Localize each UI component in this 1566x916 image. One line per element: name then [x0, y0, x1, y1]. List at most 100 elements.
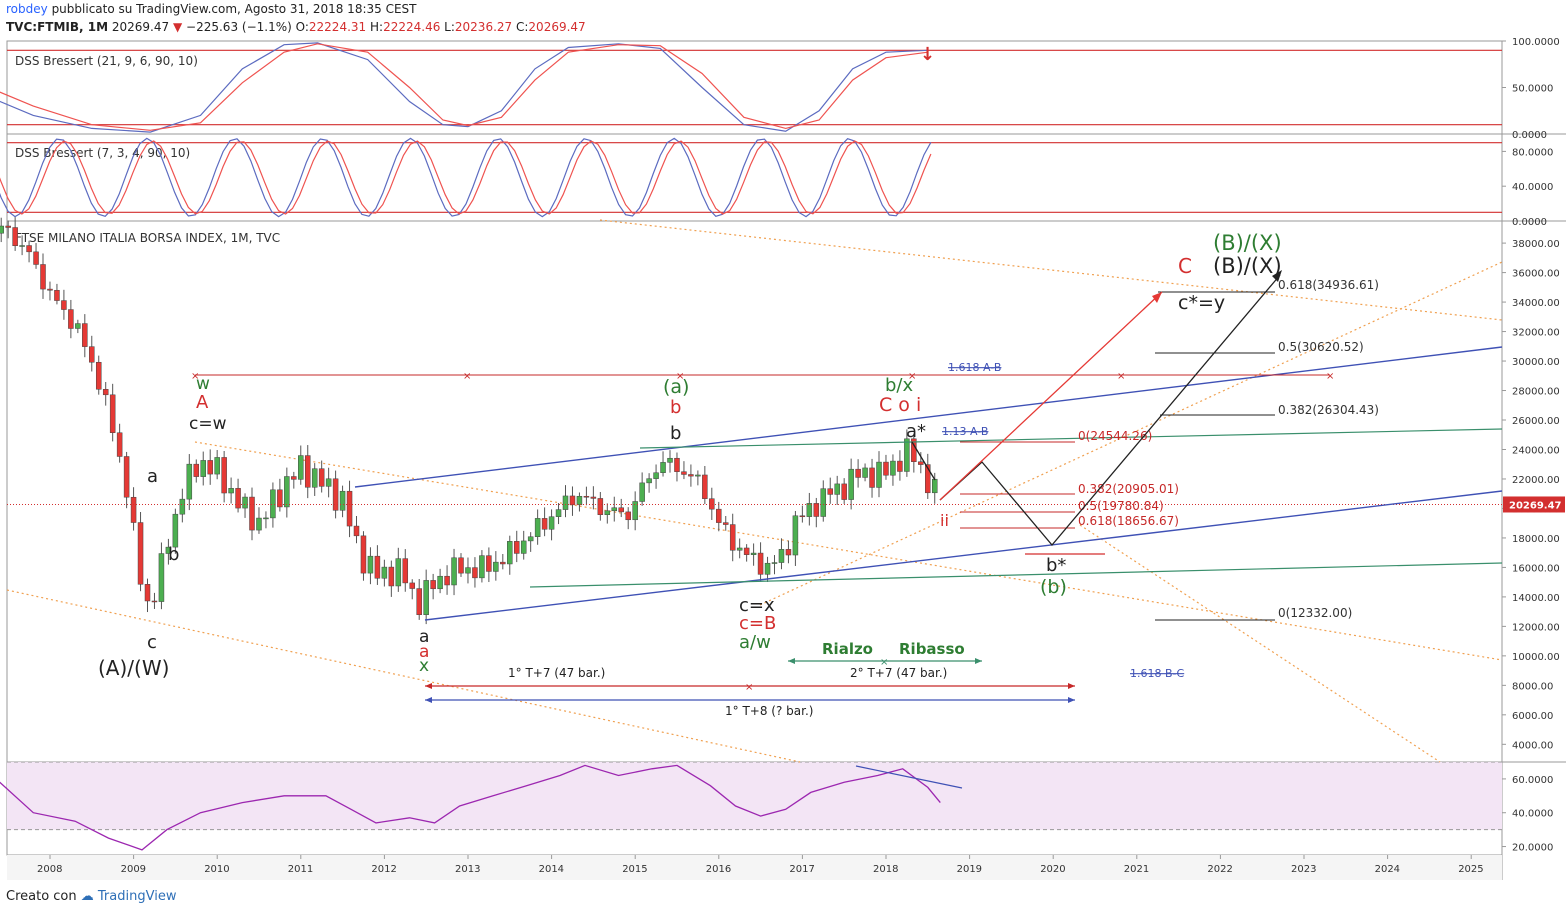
channel-line-lower [6, 589, 801, 763]
y-tick-label: 28000.00 [1512, 387, 1560, 398]
candle-body [200, 460, 206, 477]
candle-body [813, 503, 820, 517]
candle-body [68, 309, 74, 329]
candle-body [95, 361, 102, 390]
candle-body [618, 507, 624, 513]
wave-label: w [196, 374, 210, 394]
candle-body [569, 495, 576, 506]
candle-body [291, 476, 297, 480]
candle-body [151, 600, 158, 603]
high-label: H: [370, 20, 384, 34]
candle-body [165, 546, 172, 554]
candle-body [709, 498, 715, 510]
candle-body [409, 582, 415, 589]
candle-body [444, 575, 450, 586]
candle-body [318, 468, 325, 487]
x-tick-label: 2015 [622, 864, 647, 875]
fib-level-label: 0.618(18656.67) [1078, 514, 1179, 528]
last-price-tag [1503, 496, 1565, 513]
footer: Creato con ☁ TradingView [6, 889, 176, 904]
y-tick-label: 36000.00 [1512, 269, 1560, 280]
phase-arrow-head [788, 658, 795, 664]
candle-body [172, 513, 179, 548]
candle-body [298, 455, 304, 480]
author-link[interactable]: robdey [6, 2, 48, 16]
channel-line-mid [194, 441, 1503, 661]
y-tick-label: 100.0000 [1512, 37, 1560, 48]
wave-label: c [147, 632, 157, 653]
candle-body [221, 457, 227, 494]
candle-body [513, 541, 520, 554]
wave-label: (A)/(W) [98, 656, 169, 680]
candle-body [716, 508, 722, 523]
candle-body [611, 507, 618, 512]
candle-body [883, 461, 889, 476]
fib-level-label: 0.5(19780.84) [1078, 499, 1164, 513]
candle-body [757, 552, 764, 575]
time-axis-band [7, 855, 1502, 880]
y-tick-label: 26000.00 [1512, 416, 1560, 427]
candle-body [862, 467, 868, 478]
candle-body [235, 488, 241, 509]
dss-1-title: DSS Bressert (21, 9, 6, 90, 10) [15, 54, 198, 68]
candle-body [465, 567, 471, 574]
cycle-marker: × [745, 682, 753, 693]
channel-line-upper [599, 219, 1503, 321]
wave-label: b [670, 397, 681, 418]
y-tick-label: 12000.00 [1512, 622, 1560, 633]
candle-body [5, 225, 11, 228]
candle-body [750, 552, 757, 555]
candle-body [26, 245, 32, 253]
y-tick-label: 40.0000 [1512, 182, 1553, 193]
candle-body [583, 495, 590, 498]
low-value: 20236.27 [454, 20, 513, 34]
candle-body [75, 323, 81, 329]
last-price-tag-text: 20269.47 [1509, 500, 1562, 511]
candle-body [158, 553, 165, 602]
x-tick-label: 2023 [1291, 864, 1316, 875]
low-label: L: [444, 20, 455, 34]
x-tick-label: 2012 [371, 864, 396, 875]
price-change: −225.63 (−1.1%) [186, 20, 292, 34]
candle-body [771, 562, 778, 564]
candle-body [688, 474, 694, 477]
measure-marker: × [676, 371, 684, 382]
candle-body [102, 389, 109, 396]
candle-body [346, 490, 353, 527]
y-tick-label: 20.0000 [1512, 843, 1553, 854]
tradingview-brand[interactable]: TradingView [97, 889, 177, 904]
candle-body [395, 558, 402, 587]
candle-body [89, 346, 95, 363]
candle-body [520, 540, 527, 554]
candle-body [228, 488, 234, 494]
y-tick-label: 16000.00 [1512, 563, 1560, 574]
cycle-label: 1° T+7 (47 bar.) [508, 666, 605, 680]
candle-body [785, 549, 792, 556]
candle-body [674, 457, 680, 472]
y-tick-label: 30000.00 [1512, 357, 1560, 368]
candle-body [897, 460, 903, 472]
x-tick-label: 2010 [204, 864, 229, 875]
candle-body [604, 510, 611, 515]
y-tick-label: 18000.00 [1512, 534, 1560, 545]
candle-body [792, 515, 799, 556]
y-tick-label: 0.0000 [1512, 130, 1547, 141]
y-tick-label: 32000.00 [1512, 328, 1560, 339]
candle-body [123, 456, 130, 498]
candle-body [799, 515, 806, 518]
candle-body [116, 432, 123, 457]
candle-body [820, 488, 827, 517]
candle-body [548, 516, 555, 530]
candle-body [827, 488, 833, 495]
y-tick-label: 60.0000 [1512, 775, 1553, 786]
created-with: Creato con [6, 889, 77, 904]
candle-body [277, 489, 283, 508]
y-tick-label: 0.0000 [1512, 217, 1547, 228]
candle-body [695, 474, 701, 477]
fib-level-label: 0(12332.00) [1278, 606, 1352, 620]
candle-body [507, 541, 513, 565]
rsi-band [7, 762, 1502, 830]
candle-body [590, 496, 597, 499]
candle-body [263, 517, 269, 520]
